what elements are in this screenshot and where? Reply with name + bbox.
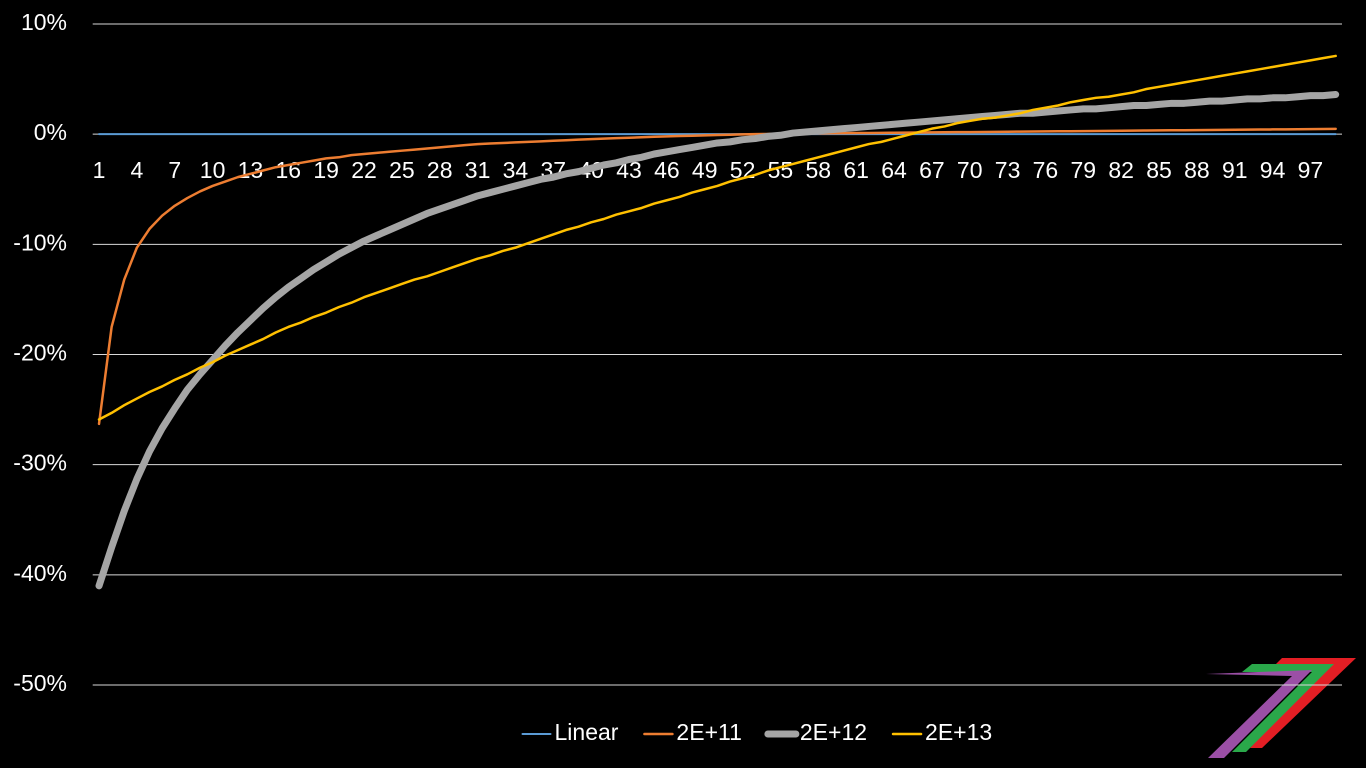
x-tick-label: 34 xyxy=(503,157,529,183)
x-tick-label: 7 xyxy=(168,157,181,183)
y-tick-label: 10% xyxy=(21,9,67,35)
x-tick-label: 70 xyxy=(957,157,983,183)
x-tick-label: 22 xyxy=(351,157,377,183)
x-tick-label: 73 xyxy=(995,157,1021,183)
logo xyxy=(1206,658,1356,758)
x-tick-label: 31 xyxy=(465,157,491,183)
x-tick-label: 1 xyxy=(93,157,106,183)
series-line xyxy=(97,127,1337,426)
x-tick-label: 10 xyxy=(200,157,226,183)
x-tick-label: 19 xyxy=(313,157,339,183)
x-tick-label: 58 xyxy=(806,157,832,183)
y-tick-label: -10% xyxy=(13,229,67,255)
x-tick-label: 16 xyxy=(276,157,302,183)
y-tick-label: -30% xyxy=(13,450,67,476)
y-tick-label: -20% xyxy=(13,340,67,366)
x-tick-label: 61 xyxy=(843,157,869,183)
x-tick-label: 13 xyxy=(238,157,264,183)
y-tick-label: 0% xyxy=(34,119,67,145)
x-tick-label: 82 xyxy=(1108,157,1134,183)
x-tick-label: 25 xyxy=(389,157,415,183)
y-tick-label: -40% xyxy=(13,560,67,586)
x-tick-label: 85 xyxy=(1146,157,1172,183)
x-tick-label: 64 xyxy=(881,157,907,183)
x-tick-label: 67 xyxy=(919,157,945,183)
x-tick-label: 76 xyxy=(1033,157,1059,183)
x-tick-label: 97 xyxy=(1298,157,1324,183)
x-tick-label: 79 xyxy=(1071,157,1097,183)
series-line xyxy=(97,54,1337,421)
legend-label: 2E+12 xyxy=(800,719,867,745)
x-tick-label: 46 xyxy=(654,157,680,183)
series-line xyxy=(95,91,1340,590)
legend-label: Linear xyxy=(554,719,618,745)
legend-label: 2E+13 xyxy=(925,719,992,745)
x-tick-label: 88 xyxy=(1184,157,1210,183)
legend-label: 2E+11 xyxy=(676,719,741,745)
x-tick-label: 91 xyxy=(1222,157,1248,183)
y-tick-label: -50% xyxy=(13,670,67,696)
x-tick-label: 49 xyxy=(692,157,718,183)
x-tick-label: 28 xyxy=(427,157,453,183)
x-tick-label: 94 xyxy=(1260,157,1286,183)
x-tick-label: 4 xyxy=(130,157,143,183)
legend: Linear 2E+11 2E+12 2E+13 xyxy=(521,719,992,745)
